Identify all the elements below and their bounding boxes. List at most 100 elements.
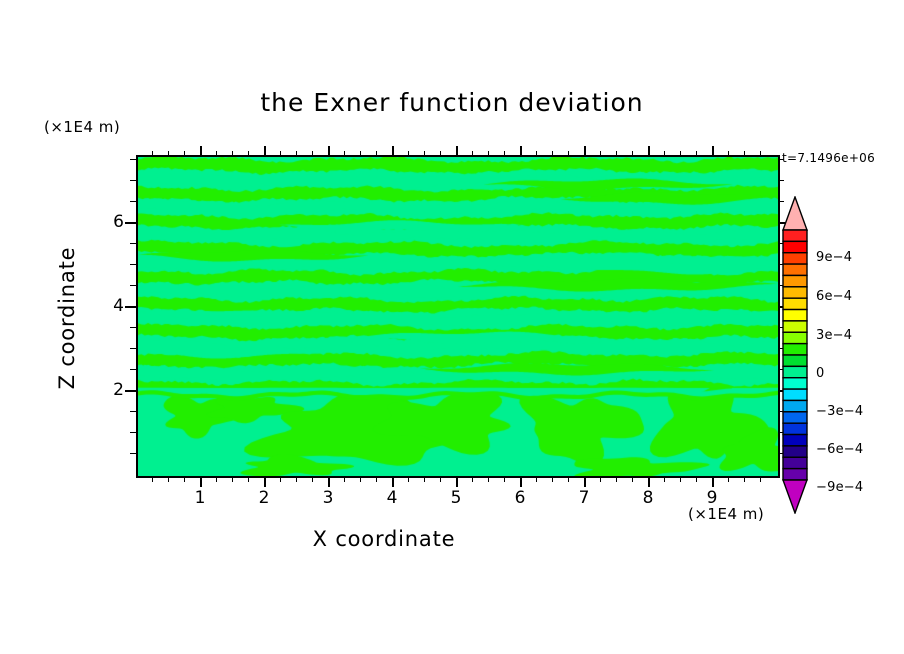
tick-mark — [296, 151, 297, 157]
tick-mark — [312, 476, 313, 482]
tick-mark — [264, 476, 266, 487]
x-tick-label: 7 — [578, 488, 590, 508]
colorbar-segment — [782, 399, 808, 413]
tick-mark — [778, 369, 784, 371]
tick-mark — [264, 146, 266, 157]
y-axis-title: Z coordinate — [55, 246, 79, 390]
tick-mark — [680, 151, 681, 157]
tick-mark — [376, 151, 377, 157]
y-axis-units-label: (×1E4 m) — [44, 118, 121, 136]
tick-mark — [472, 476, 473, 482]
colorbar-segment — [782, 422, 808, 436]
tick-mark — [778, 243, 784, 245]
tick-mark — [584, 476, 586, 487]
tick-mark — [200, 476, 202, 487]
tick-mark — [760, 476, 761, 482]
x-tick-label: 3 — [322, 488, 334, 508]
colorbar-segment — [782, 331, 808, 345]
tick-mark — [778, 264, 784, 266]
tick-mark — [232, 151, 233, 157]
colorbar-label: −3e−4 — [816, 404, 864, 419]
tick-mark — [130, 201, 136, 203]
tick-mark — [778, 327, 784, 329]
x-tick-label: 9 — [706, 488, 718, 508]
tick-mark — [125, 390, 136, 393]
tick-mark — [552, 151, 553, 157]
tick-mark — [568, 151, 569, 157]
x-tick-label: 2 — [258, 488, 270, 508]
x-axis-title: X coordinate — [312, 527, 456, 551]
tick-mark — [360, 476, 361, 482]
tick-mark — [130, 369, 136, 371]
tick-mark — [392, 476, 394, 487]
colorbar-segment — [782, 354, 808, 368]
colorbar-label: −9e−4 — [816, 480, 864, 495]
tick-mark — [778, 159, 784, 161]
colorbar-label: 6e−4 — [816, 289, 853, 304]
tick-mark — [130, 453, 136, 454]
x-tick-label: 6 — [514, 488, 526, 508]
colorbar-segment — [782, 320, 808, 333]
colorbar-segment — [782, 445, 808, 458]
colorbar-segment — [782, 274, 808, 288]
tick-mark — [280, 476, 281, 482]
tick-mark — [744, 151, 745, 157]
colorbar-label: 3e−4 — [816, 328, 853, 343]
x-axis-units-label: (×1E4 m) — [688, 505, 765, 523]
tick-mark — [778, 285, 784, 287]
colorbar-segment — [782, 308, 808, 322]
tick-mark — [424, 151, 425, 157]
tick-mark — [568, 476, 569, 482]
colorbar-segment — [782, 388, 808, 402]
tick-mark — [312, 151, 313, 157]
tick-mark — [280, 151, 281, 157]
tick-mark — [632, 476, 633, 482]
tick-mark — [130, 348, 136, 350]
y-tick-label: 4 — [113, 296, 124, 317]
x-tick-label: 4 — [386, 488, 398, 508]
contour-field — [138, 157, 778, 476]
tick-mark — [168, 476, 169, 482]
tick-mark — [184, 476, 185, 482]
tick-mark — [216, 151, 217, 157]
colorbar — [782, 196, 808, 514]
tick-mark — [600, 476, 601, 482]
tick-mark — [232, 476, 233, 482]
tick-mark — [664, 151, 665, 157]
contour-plot-area — [136, 155, 780, 478]
colorbar-segment — [782, 297, 808, 311]
tick-mark — [392, 146, 394, 157]
tick-mark — [440, 151, 441, 157]
tick-mark — [456, 476, 458, 487]
tick-mark — [216, 476, 217, 482]
tick-mark — [130, 285, 136, 287]
tick-mark — [130, 411, 136, 413]
colorbar-segment — [782, 229, 808, 243]
tick-mark — [696, 476, 697, 482]
x-tick-label: 8 — [642, 488, 654, 508]
tick-mark — [130, 264, 136, 266]
tick-mark — [648, 146, 650, 157]
colorbar-segment — [782, 263, 808, 277]
tick-mark — [130, 243, 136, 245]
tick-mark — [130, 159, 136, 161]
tick-mark — [130, 432, 136, 434]
tick-mark — [648, 476, 650, 487]
tick-mark — [696, 151, 697, 157]
tick-mark — [344, 151, 345, 157]
tick-mark — [328, 476, 330, 487]
colorbar-segment — [782, 252, 808, 265]
tick-mark — [536, 476, 537, 482]
tick-mark — [125, 222, 136, 225]
tick-mark — [760, 151, 761, 157]
y-tick-label: 2 — [113, 380, 124, 401]
tick-mark — [520, 476, 522, 487]
colorbar-segment — [782, 377, 808, 390]
tick-mark — [744, 476, 745, 482]
tick-mark — [778, 180, 784, 182]
tick-mark — [344, 476, 345, 482]
tick-mark — [778, 201, 784, 203]
tick-mark — [472, 151, 473, 157]
tick-mark — [360, 151, 361, 157]
